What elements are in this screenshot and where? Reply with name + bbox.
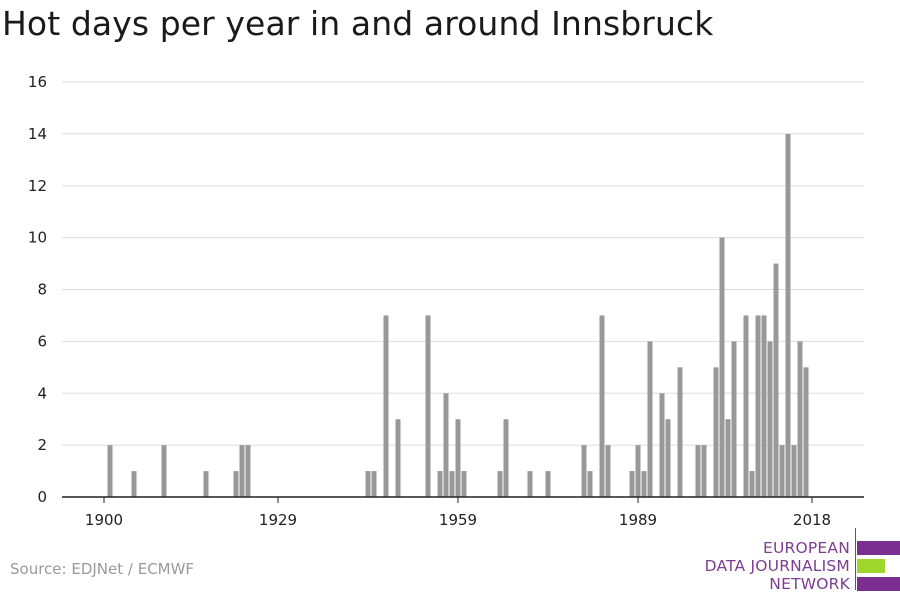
bar-1910 bbox=[161, 445, 167, 497]
bar-1958 bbox=[449, 471, 455, 497]
bar-2013 bbox=[779, 445, 785, 497]
bar-1983 bbox=[599, 315, 605, 497]
bar-2007 bbox=[743, 315, 749, 497]
bar-2000 bbox=[701, 445, 707, 497]
bar-2005 bbox=[731, 341, 737, 497]
y-axis-labels: 0 2 4 6 8 10 12 14 16 bbox=[28, 73, 47, 506]
bar-1956 bbox=[437, 471, 443, 497]
bar-2004 bbox=[725, 419, 731, 497]
y-tick-label: 10 bbox=[28, 229, 47, 247]
bar-1923 bbox=[239, 445, 245, 497]
bar-2014 bbox=[785, 133, 791, 497]
source-note: Source: EDJNet / ECMWF bbox=[10, 560, 195, 578]
bar-1988 bbox=[629, 471, 635, 497]
edjnet-logo: EUROPEAN DATA JOURNALISM NETWORK bbox=[700, 528, 900, 596]
bar-2012 bbox=[773, 263, 779, 497]
bar-1949 bbox=[395, 419, 401, 497]
grid-lines bbox=[62, 81, 864, 446]
bar-1947 bbox=[383, 315, 389, 497]
bar-1944 bbox=[365, 471, 371, 497]
bar-1917 bbox=[203, 471, 209, 497]
bar-1980 bbox=[581, 445, 587, 497]
logo-bar-bottom bbox=[857, 577, 900, 591]
y-tick-label: 12 bbox=[28, 177, 47, 195]
bar-1981 bbox=[587, 471, 593, 497]
bar-1974 bbox=[545, 471, 551, 497]
y-tick-label: 8 bbox=[37, 281, 47, 299]
logo-divider bbox=[855, 528, 856, 590]
bar-2009 bbox=[755, 315, 761, 497]
bars bbox=[107, 133, 809, 498]
bar-1966 bbox=[497, 471, 503, 497]
bar-1999 bbox=[695, 445, 701, 497]
y-tick-label: 0 bbox=[37, 488, 47, 506]
bar-1971 bbox=[527, 471, 533, 497]
y-tick-label: 14 bbox=[28, 125, 47, 143]
bar-2015 bbox=[791, 445, 797, 497]
logo-line-3: NETWORK bbox=[769, 575, 850, 593]
logo-line-2: DATA JOURNALISM bbox=[704, 557, 850, 575]
x-tick-label: 2018 bbox=[793, 511, 831, 529]
bar-1989 bbox=[635, 445, 641, 497]
bar-1960 bbox=[461, 471, 467, 497]
x-tick-label: 1989 bbox=[619, 511, 657, 529]
bar-1996 bbox=[677, 367, 683, 497]
y-tick-label: 6 bbox=[37, 332, 47, 350]
bar-1957 bbox=[443, 393, 449, 498]
x-tick-label: 1959 bbox=[439, 511, 477, 529]
bar-1905 bbox=[131, 471, 137, 497]
logo-bar-top bbox=[857, 541, 900, 555]
bar-1922 bbox=[233, 471, 239, 497]
bar-2017 bbox=[803, 367, 809, 497]
x-tick-label: 1900 bbox=[85, 511, 123, 529]
bar-1984 bbox=[605, 445, 611, 497]
bar-1924 bbox=[245, 445, 251, 497]
bar-1901 bbox=[107, 445, 113, 497]
logo-bar-middle bbox=[857, 559, 885, 573]
bar-2008 bbox=[749, 471, 755, 497]
y-tick-label: 2 bbox=[37, 436, 47, 454]
x-axis: 1900 1929 1959 1989 2018 bbox=[62, 496, 864, 529]
bar-1990 bbox=[641, 471, 647, 497]
chart-title: Hot days per year in and around Innsbruc… bbox=[2, 4, 714, 43]
bar-1954 bbox=[425, 315, 431, 497]
bar-1945 bbox=[371, 471, 377, 497]
bar-2002 bbox=[713, 367, 719, 497]
logo-line-1: EUROPEAN bbox=[762, 539, 850, 557]
bar-2010 bbox=[761, 315, 767, 497]
y-tick-label: 4 bbox=[37, 384, 47, 402]
bar-2016 bbox=[797, 341, 803, 497]
bar-1991 bbox=[647, 341, 653, 497]
bar-2003 bbox=[719, 237, 725, 497]
bar-1967 bbox=[503, 419, 509, 497]
bar-1959 bbox=[455, 419, 461, 497]
bar-1994 bbox=[665, 419, 671, 497]
x-tick-label: 1929 bbox=[259, 511, 297, 529]
bar-2011 bbox=[767, 341, 773, 497]
bar-1993 bbox=[659, 393, 665, 498]
y-tick-label: 16 bbox=[28, 73, 47, 91]
